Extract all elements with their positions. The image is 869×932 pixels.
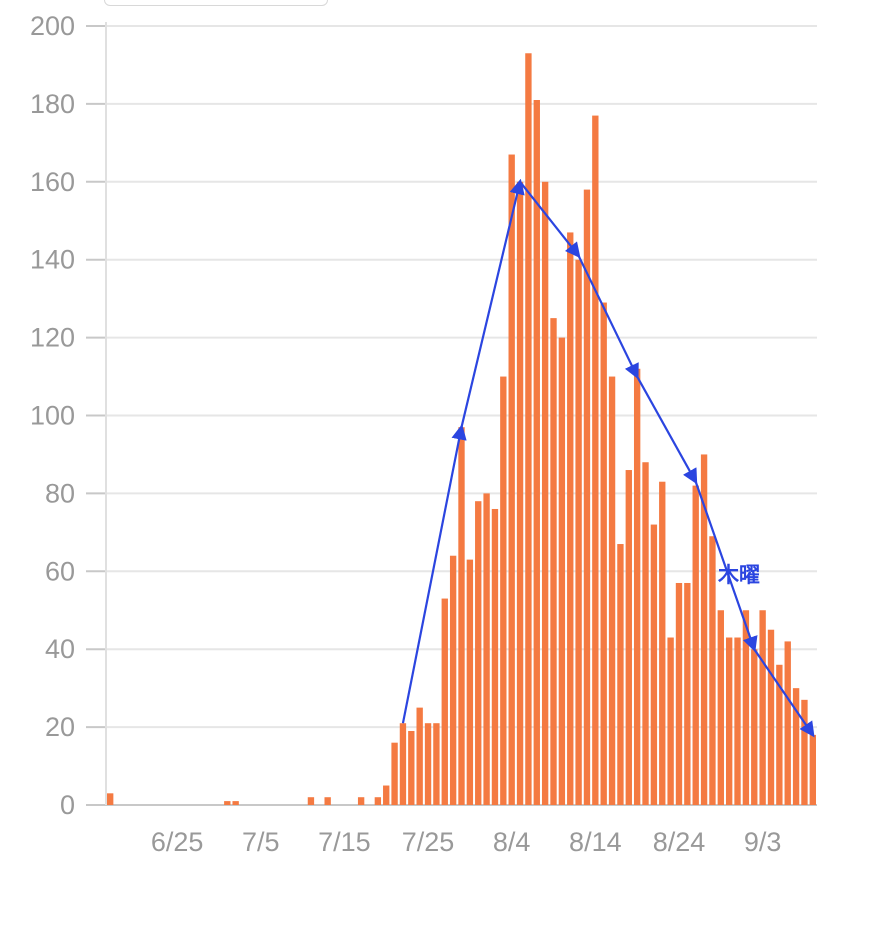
x-tick-label: 7/25 bbox=[402, 827, 455, 857]
bar bbox=[383, 785, 390, 805]
trend-arrow bbox=[460, 178, 525, 428]
x-tick-label: 8/14 bbox=[569, 827, 622, 857]
bar bbox=[650, 524, 658, 805]
trend-arrow bbox=[519, 181, 581, 259]
bar bbox=[725, 637, 733, 805]
bar bbox=[324, 797, 331, 805]
y-tick-label: 0 bbox=[60, 790, 75, 820]
bar bbox=[374, 797, 382, 805]
y-tick-label: 180 bbox=[30, 89, 75, 119]
bar bbox=[107, 793, 114, 805]
y-tick-label: 20 bbox=[45, 712, 75, 742]
bar bbox=[667, 637, 674, 805]
bar bbox=[475, 501, 482, 805]
y-tick-label: 160 bbox=[30, 167, 75, 197]
bar bbox=[717, 610, 724, 805]
bar bbox=[391, 742, 398, 805]
bar bbox=[433, 723, 440, 805]
bar bbox=[500, 376, 507, 805]
trend-arrow bbox=[577, 255, 639, 380]
bar bbox=[583, 189, 591, 806]
bar bbox=[516, 181, 524, 806]
x-tick-label: 6/25 bbox=[151, 827, 204, 857]
y-tick-label: 100 bbox=[30, 401, 75, 431]
bar bbox=[600, 302, 607, 805]
tick-labels: 0 20 40 60 80 100 120 140 160 180 200 6/25 7/5 7/15 7/… bbox=[30, 11, 781, 857]
bar bbox=[592, 115, 599, 805]
y-tick-label: 80 bbox=[45, 478, 75, 508]
bar bbox=[575, 259, 582, 805]
bar bbox=[709, 536, 716, 805]
bar bbox=[357, 797, 365, 805]
bar bbox=[550, 318, 557, 805]
trend-arrow bbox=[753, 648, 815, 738]
bar bbox=[567, 232, 574, 805]
bar bbox=[508, 154, 515, 805]
bar bbox=[792, 688, 800, 805]
y-tick-label: 140 bbox=[30, 245, 75, 275]
trend-arrow bbox=[401, 424, 467, 724]
y-tick-label: 200 bbox=[30, 11, 75, 41]
bar bbox=[642, 462, 649, 805]
x-tick-label: 8/4 bbox=[493, 827, 531, 857]
bar bbox=[608, 376, 616, 805]
x-tick-label: 9/3 bbox=[744, 827, 782, 857]
bar bbox=[801, 699, 808, 805]
y-tick-label: 120 bbox=[30, 323, 75, 353]
bar bbox=[776, 664, 783, 805]
y-tick-label: 60 bbox=[45, 556, 75, 586]
x-tick-label: 8/24 bbox=[653, 827, 706, 857]
bar bbox=[742, 610, 750, 805]
bar bbox=[784, 641, 791, 805]
bar bbox=[759, 610, 766, 805]
bar bbox=[692, 485, 699, 805]
bar bbox=[399, 723, 407, 805]
trend-arrows bbox=[401, 178, 815, 738]
bar bbox=[558, 337, 566, 805]
bar bbox=[441, 598, 448, 805]
bar bbox=[751, 649, 758, 805]
bar bbox=[449, 555, 457, 805]
bar bbox=[700, 454, 708, 805]
annotation-thursday: 木曜 bbox=[717, 563, 760, 587]
bar bbox=[458, 427, 465, 805]
bar bbox=[734, 637, 741, 805]
bar bbox=[525, 53, 532, 805]
bar bbox=[625, 470, 632, 805]
bar bbox=[307, 797, 315, 805]
x-tick-label: 7/5 bbox=[242, 827, 280, 857]
bar bbox=[533, 100, 540, 805]
bar bbox=[483, 493, 490, 805]
bar bbox=[416, 707, 423, 805]
axes bbox=[86, 22, 107, 806]
trend-arrow bbox=[694, 481, 758, 653]
bar bbox=[617, 544, 624, 805]
bar bbox=[541, 181, 549, 806]
bar bbox=[424, 723, 432, 805]
y-tick-label: 40 bbox=[45, 634, 75, 664]
bar bbox=[675, 582, 683, 805]
bars bbox=[107, 53, 816, 806]
bar bbox=[224, 801, 231, 805]
bar bbox=[767, 629, 775, 805]
bar bbox=[232, 801, 239, 805]
bar bbox=[684, 582, 691, 805]
x-tick-label: 7/15 bbox=[318, 827, 371, 857]
bar bbox=[408, 730, 415, 805]
bar bbox=[659, 481, 666, 805]
bar bbox=[809, 734, 816, 805]
bar bbox=[466, 559, 474, 805]
trend-arrow bbox=[636, 376, 698, 485]
bar bbox=[491, 508, 499, 805]
bar bbox=[633, 368, 641, 805]
